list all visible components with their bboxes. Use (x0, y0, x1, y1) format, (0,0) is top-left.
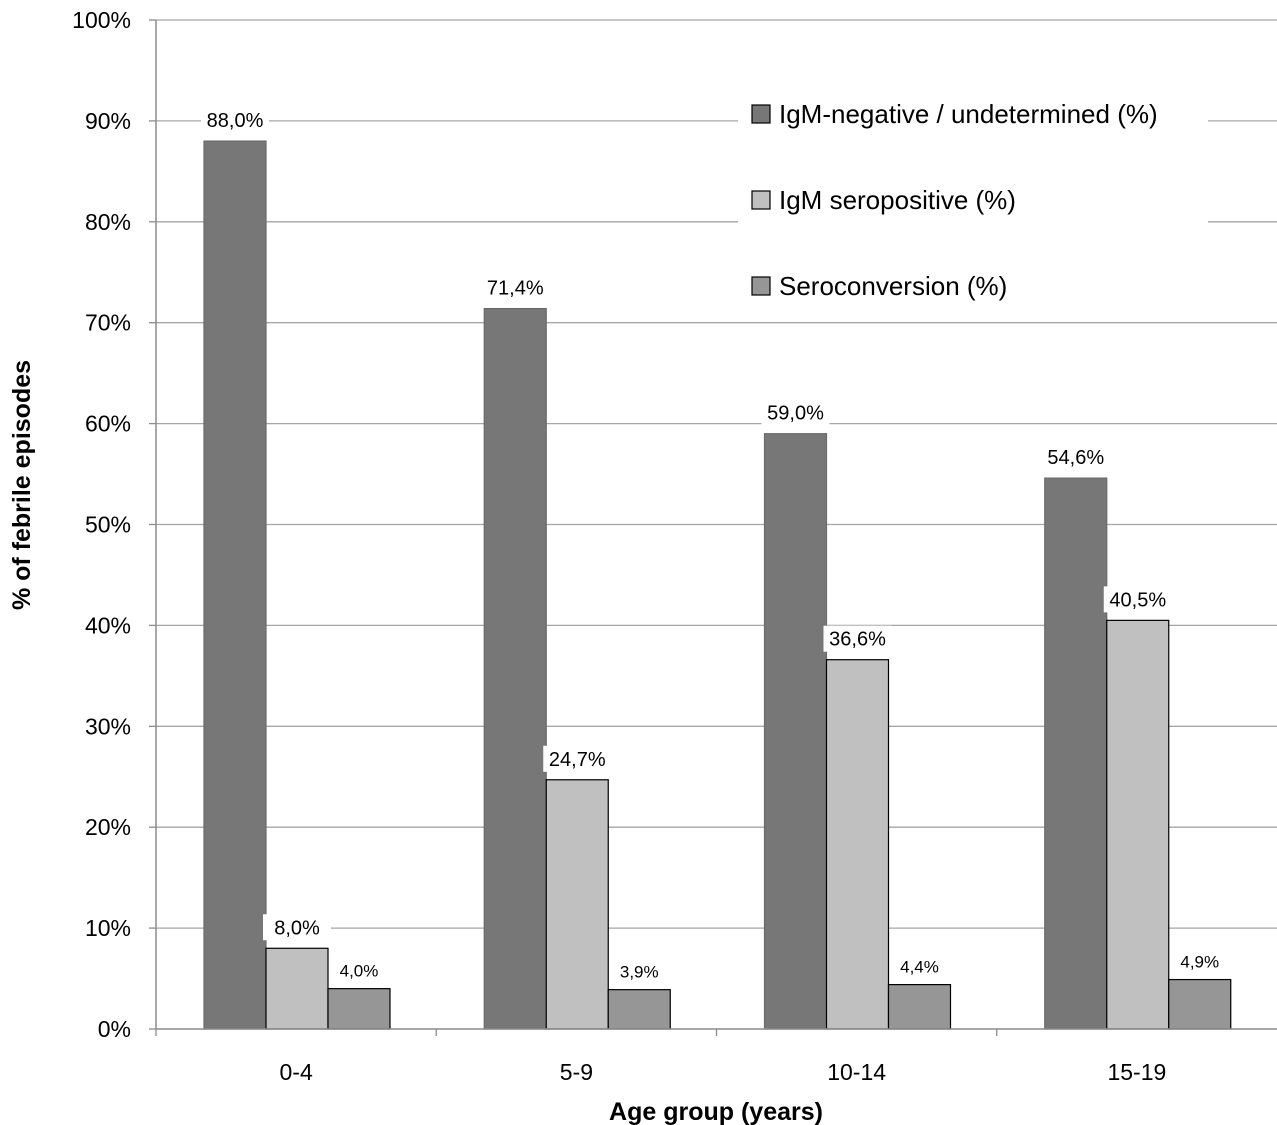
data-label-bg (201, 107, 269, 134)
x-tick-label: 15-19 (1107, 1059, 1166, 1085)
legend-label: Seroconversion (%) (779, 271, 1007, 301)
data-labels: 88,0% 8,0% 4,0% 71,4% 24,7% 3,9% 59,0% 36,6% 4,4… (201, 107, 1224, 984)
legend-background (738, 80, 1208, 310)
bar (483, 307, 547, 1030)
data-label-bg (615, 961, 664, 984)
data-label: 8,0% (274, 917, 320, 939)
gridlines (156, 19, 1277, 929)
x-tick-label: 0-4 (280, 1059, 313, 1085)
y-tick-label: 100% (72, 7, 131, 33)
y-tick-label: 50% (85, 512, 131, 538)
x-axis-title: Age group (years) (609, 1098, 823, 1125)
bar (265, 947, 329, 1030)
bars (203, 140, 1232, 1030)
data-label: 54,6% (1047, 447, 1104, 469)
x-tick-label: 5-9 (560, 1059, 593, 1085)
data-label: 88,0% (207, 110, 264, 132)
y-tick-label: 70% (85, 310, 131, 336)
bar (1044, 477, 1108, 1030)
bar (1168, 978, 1232, 1030)
legend-swatch (751, 276, 771, 296)
data-label-bg (263, 914, 331, 941)
y-tick-label: 10% (85, 915, 131, 941)
y-tick-label: 40% (85, 612, 131, 638)
data-label-bg (895, 956, 944, 979)
legend-label: IgM seropositive (%) (779, 185, 1016, 215)
y-axis-title: % of febrile episodes (8, 360, 36, 610)
data-label-bg (1175, 951, 1224, 974)
bar (327, 988, 391, 1030)
y-tick-label: 90% (85, 108, 131, 134)
data-label-bg (481, 274, 550, 301)
legend-swatch (751, 190, 771, 210)
axes (149, 19, 1277, 1036)
data-label: 40,5% (1109, 589, 1166, 611)
bar (545, 779, 609, 1030)
bar (1106, 619, 1170, 1030)
data-label-bg (823, 625, 892, 652)
data-label: 71,4% (487, 278, 544, 300)
data-label-bg (761, 399, 830, 426)
data-label: 59,0% (767, 403, 824, 425)
y-tick-label: 20% (85, 814, 131, 840)
y-tick-label: 60% (85, 411, 131, 437)
data-label-bg (1041, 444, 1110, 471)
data-label: 36,6% (829, 629, 886, 651)
data-label-bg (543, 745, 612, 772)
data-label-bg (335, 960, 383, 983)
data-label: 4,9% (1180, 953, 1219, 972)
data-label-bg (1103, 586, 1172, 613)
data-label: 4,0% (340, 962, 379, 981)
x-tick-labels: 0-4 5-9 10-14 15-19 (280, 1059, 1167, 1085)
bar (203, 140, 267, 1030)
y-tick-label: 0% (98, 1016, 131, 1042)
bar (887, 984, 952, 1030)
x-tick-label: 10-14 (827, 1059, 886, 1085)
y-tick-label: 80% (85, 209, 131, 235)
legend-label: IgM-negative / undetermined (%) (779, 99, 1158, 129)
y-tick-labels: 0% 10% 20% 30% 40% 50% 60% 70% 80% 90% 100% (72, 7, 131, 1042)
data-label: 24,7% (549, 749, 606, 771)
legend-swatch (751, 104, 771, 124)
bar (763, 433, 828, 1030)
legend: IgM-negative / undetermined (%) IgM serop… (738, 80, 1208, 310)
bar (825, 659, 890, 1030)
y-tick-label: 30% (85, 713, 131, 739)
data-label: 4,4% (900, 958, 939, 977)
bar (607, 989, 671, 1030)
data-label: 3,9% (620, 963, 659, 982)
